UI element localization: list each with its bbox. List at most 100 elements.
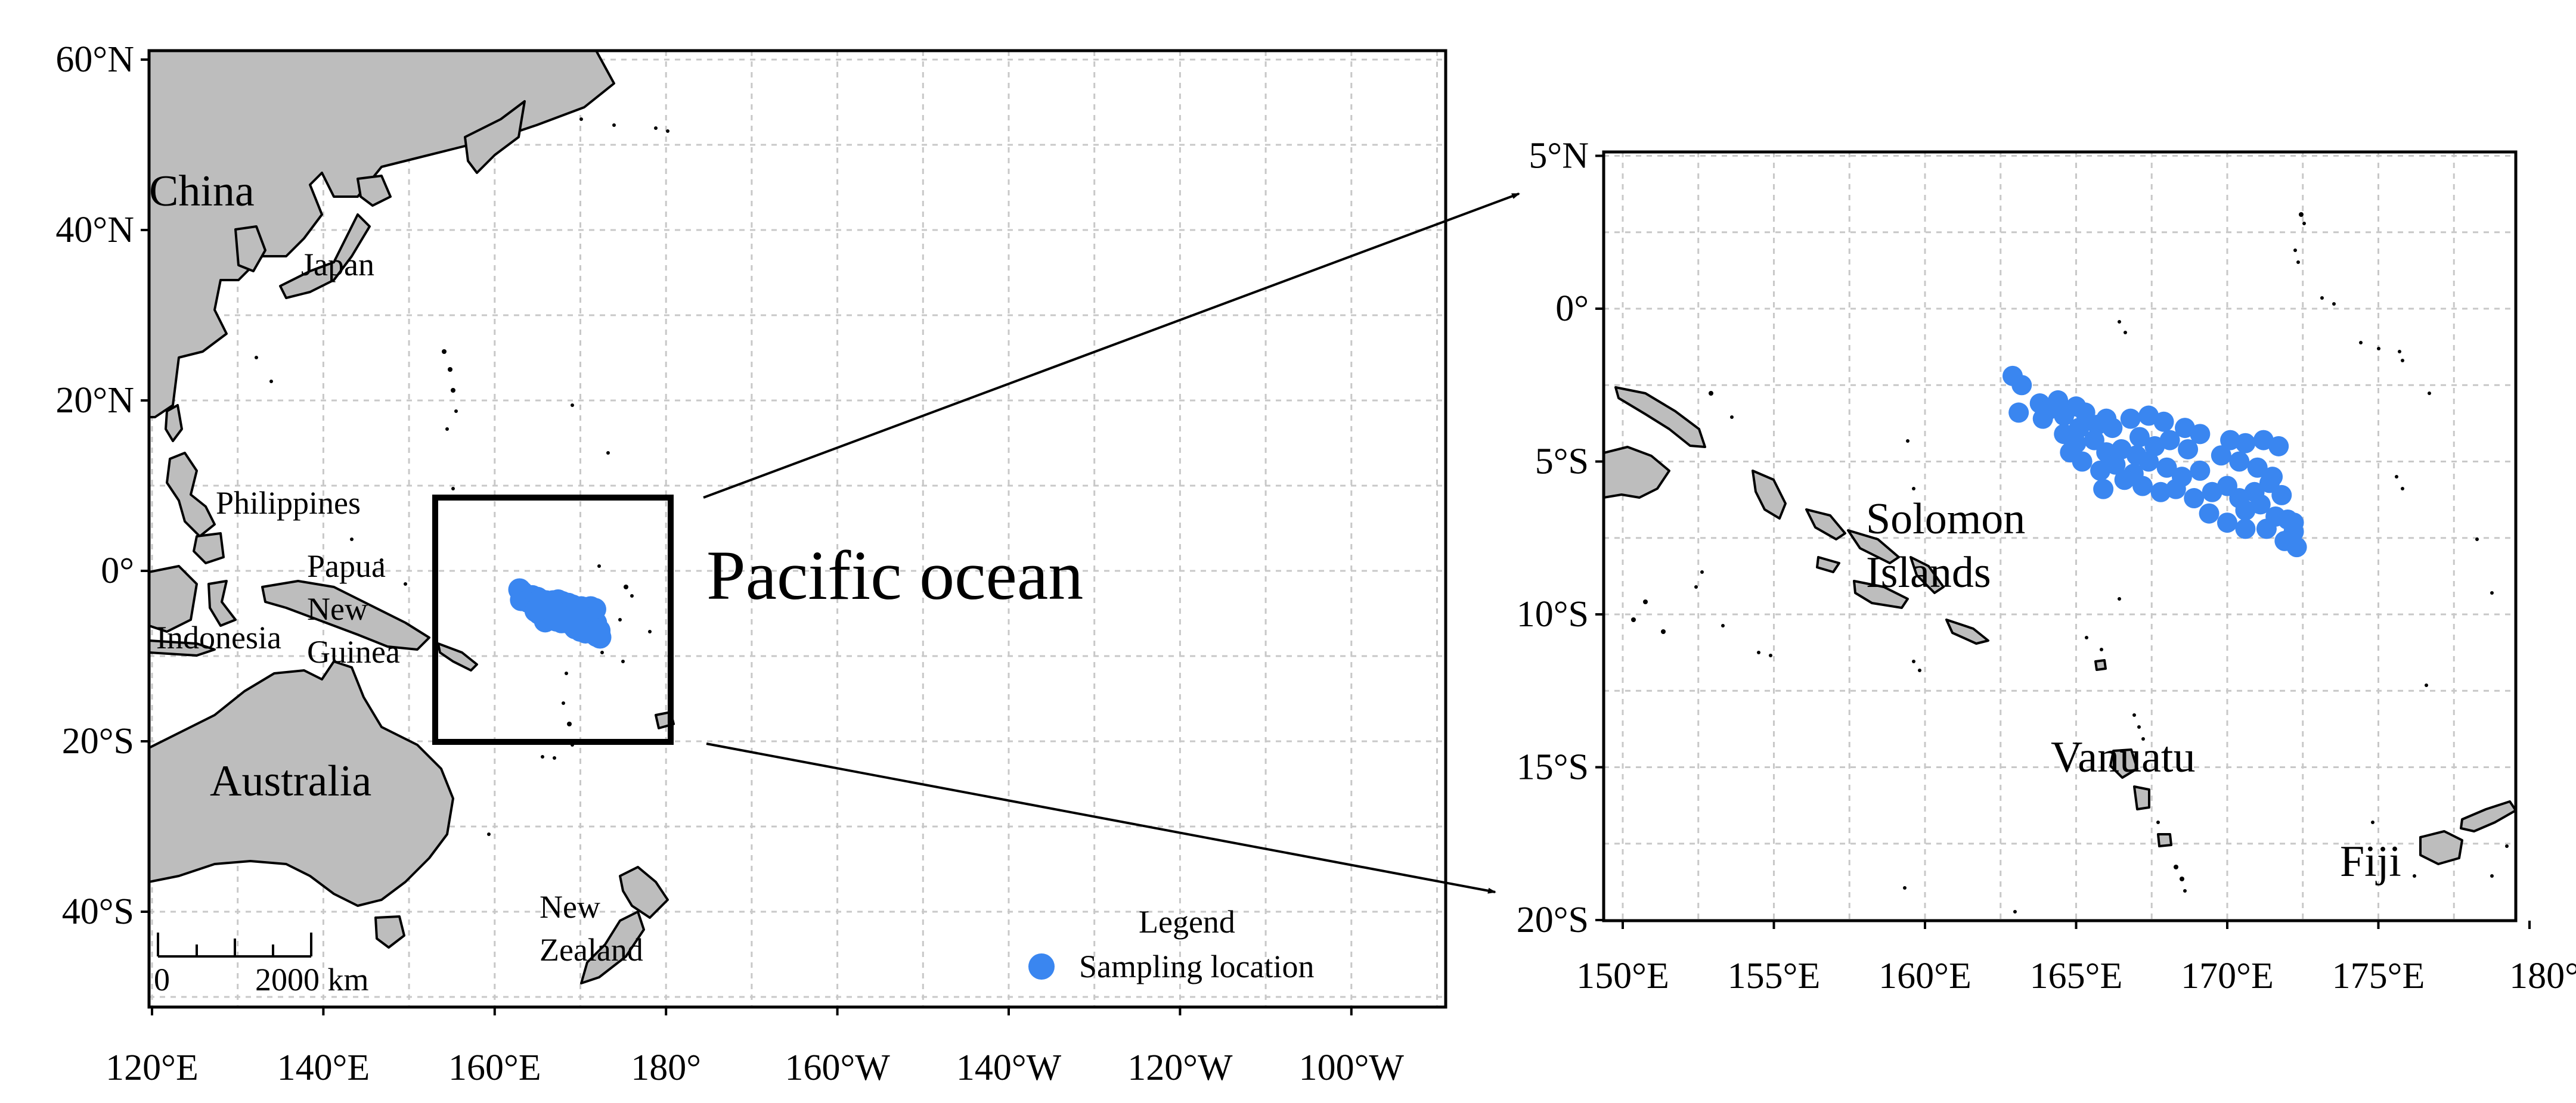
santa-isabel-landmass — [1847, 529, 1900, 564]
inset-sampling-point — [2268, 436, 2289, 456]
kamchatka-landmass — [464, 100, 526, 174]
inset-map-background — [1604, 152, 2516, 921]
inset-sampling-point — [2286, 537, 2307, 558]
inset-lon-tick-label: 170°E — [2181, 956, 2274, 996]
overview-axis-ticks: 120°E 140°E 160°E 180° 160°W 140°W 120°W 100°W 6… — [55, 39, 1404, 1088]
inset-sampling-point — [2165, 479, 2186, 499]
inset-lat-tick-label: 0° — [1555, 288, 1589, 329]
new-guinea-landmass — [261, 580, 430, 651]
overview-lat-tick-label: 20°S — [62, 721, 134, 762]
korea-landmass — [234, 225, 266, 272]
label-vanuatu: Vanuatu — [2051, 733, 2196, 782]
overview-lon-tick-label: 120°W — [1127, 1048, 1233, 1088]
inset-sampling-point — [2105, 454, 2126, 475]
inset-landmasses — [1604, 386, 2516, 865]
inset-sampling-point — [2156, 457, 2177, 478]
inset-map: 150°E 155°E 160°E 165°E 170°E 175°E 180° 5°N 0° 5… — [1517, 136, 2576, 997]
label-islands: Islands — [1866, 548, 1991, 597]
inset-sampling-point — [2184, 488, 2205, 509]
solomon-islands-overview — [437, 642, 478, 672]
inset-sampling-point — [2096, 408, 2117, 429]
label-china: China — [149, 167, 255, 216]
label-japan: Japan — [301, 247, 374, 282]
inset-sampling-point — [2220, 430, 2241, 450]
overview-lon-tick-label: 100°W — [1299, 1048, 1405, 1088]
borneo-landmass — [149, 565, 198, 633]
label-papua: Papua — [307, 548, 386, 584]
inset-sampling-point — [2190, 460, 2211, 481]
overview-lon-tick-label: 180° — [631, 1048, 701, 1088]
mindanao-landmass — [193, 532, 225, 564]
inset-sampling-point — [2217, 512, 2237, 533]
overview-lon-tick-label: 160°E — [448, 1048, 541, 1088]
overview-map: 120°E 140°E 160°E 180° 160°W 140°W 120°W 100°W 6… — [55, 39, 1447, 1088]
overview-lon-tick-label: 140°E — [277, 1048, 370, 1088]
overview-lat-tick-label: 40°S — [62, 891, 134, 932]
inset-sampling-point — [2256, 518, 2277, 539]
label-new: New — [307, 591, 368, 627]
java-landmass — [149, 639, 216, 657]
inset-sampling-point — [2199, 503, 2219, 524]
inset-sampling-point — [2132, 476, 2153, 496]
inset-sampling-point — [2120, 408, 2141, 429]
label-australia: Australia — [210, 757, 371, 806]
legend-title: Legend — [1139, 904, 1235, 940]
inset-sampling-point — [2032, 408, 2053, 429]
overview-lat-tick-label: 40°N — [55, 210, 134, 250]
inset-lon-tick-label: 175°E — [2332, 956, 2425, 996]
inset-sampling-point — [2150, 481, 2171, 502]
overview-sampling-points — [508, 578, 612, 649]
inset-sampling-point — [2235, 433, 2256, 453]
nz-south-island — [580, 911, 645, 984]
inset-map-frame — [1602, 150, 2518, 922]
legend-entry-label: Sampling location — [1079, 949, 1314, 984]
inset-sampling-point — [2250, 494, 2271, 515]
label-guinea: Guinea — [307, 634, 400, 670]
makira-landmass — [1945, 619, 1989, 645]
label-indonesia: Indonesia — [156, 620, 281, 655]
sulawesi-landmass — [207, 580, 237, 627]
overview-lat-tick-label: 20°N — [55, 380, 134, 421]
malekula-landmass — [2133, 785, 2150, 810]
bougainville-landmass — [1752, 470, 1787, 520]
inset-sampling-point — [2153, 411, 2174, 432]
choiseul-landmass — [1805, 508, 1846, 540]
espiritu-santo-landmass — [2109, 748, 2138, 779]
vanua-levu-landmass — [2460, 800, 2516, 832]
overview-lon-tick-label: 120°E — [106, 1048, 199, 1088]
taiwan-landmass — [165, 404, 183, 442]
inset-lat-tick-label: 5°S — [1535, 442, 1589, 482]
label-philippines: Philippines — [216, 485, 361, 521]
legend-marker — [1028, 953, 1055, 980]
inset-lat-tick-label: 5°N — [1529, 136, 1589, 176]
zoom-arrow-top — [703, 192, 1520, 499]
overview-sampling-point — [554, 610, 578, 633]
inset-lat-tick-label: 10°S — [1517, 594, 1589, 635]
inset-sampling-point — [2048, 390, 2069, 411]
inset-sampling-point — [2159, 430, 2180, 450]
inset-sampling-point — [2126, 445, 2147, 466]
label-pacific-ocean: Pacific ocean — [706, 536, 1083, 614]
inset-sampling-point — [2129, 427, 2150, 448]
overview-island-dots — [255, 117, 669, 836]
inset-lat-tick-label: 15°S — [1517, 747, 1589, 788]
efate-landmass — [2157, 833, 2172, 847]
overview-lon-tick-label: 160°W — [785, 1048, 890, 1088]
nz-north-island — [619, 866, 669, 919]
inset-sampling-point — [2060, 442, 2081, 463]
inset-sampling-point — [2247, 457, 2268, 478]
inset-sampling-point — [2011, 375, 2032, 396]
japan-landmass — [279, 213, 371, 299]
asia-landmass — [149, 51, 615, 418]
inset-sampling-points — [2002, 365, 2307, 558]
scale-bar-end-label: 2000 km — [255, 962, 369, 998]
new-britain-landmass — [1604, 446, 1670, 499]
inset-sampling-point — [2271, 484, 2292, 505]
inset-lon-tick-label: 160°E — [1878, 956, 1971, 996]
philippines-landmass — [166, 452, 216, 537]
inset-lon-tick-label: 155°E — [1728, 956, 1821, 996]
santa-cruz-landmass — [2094, 659, 2107, 671]
new-georgia-landmass — [1816, 556, 1840, 573]
overview-map-frame — [147, 49, 1447, 1009]
